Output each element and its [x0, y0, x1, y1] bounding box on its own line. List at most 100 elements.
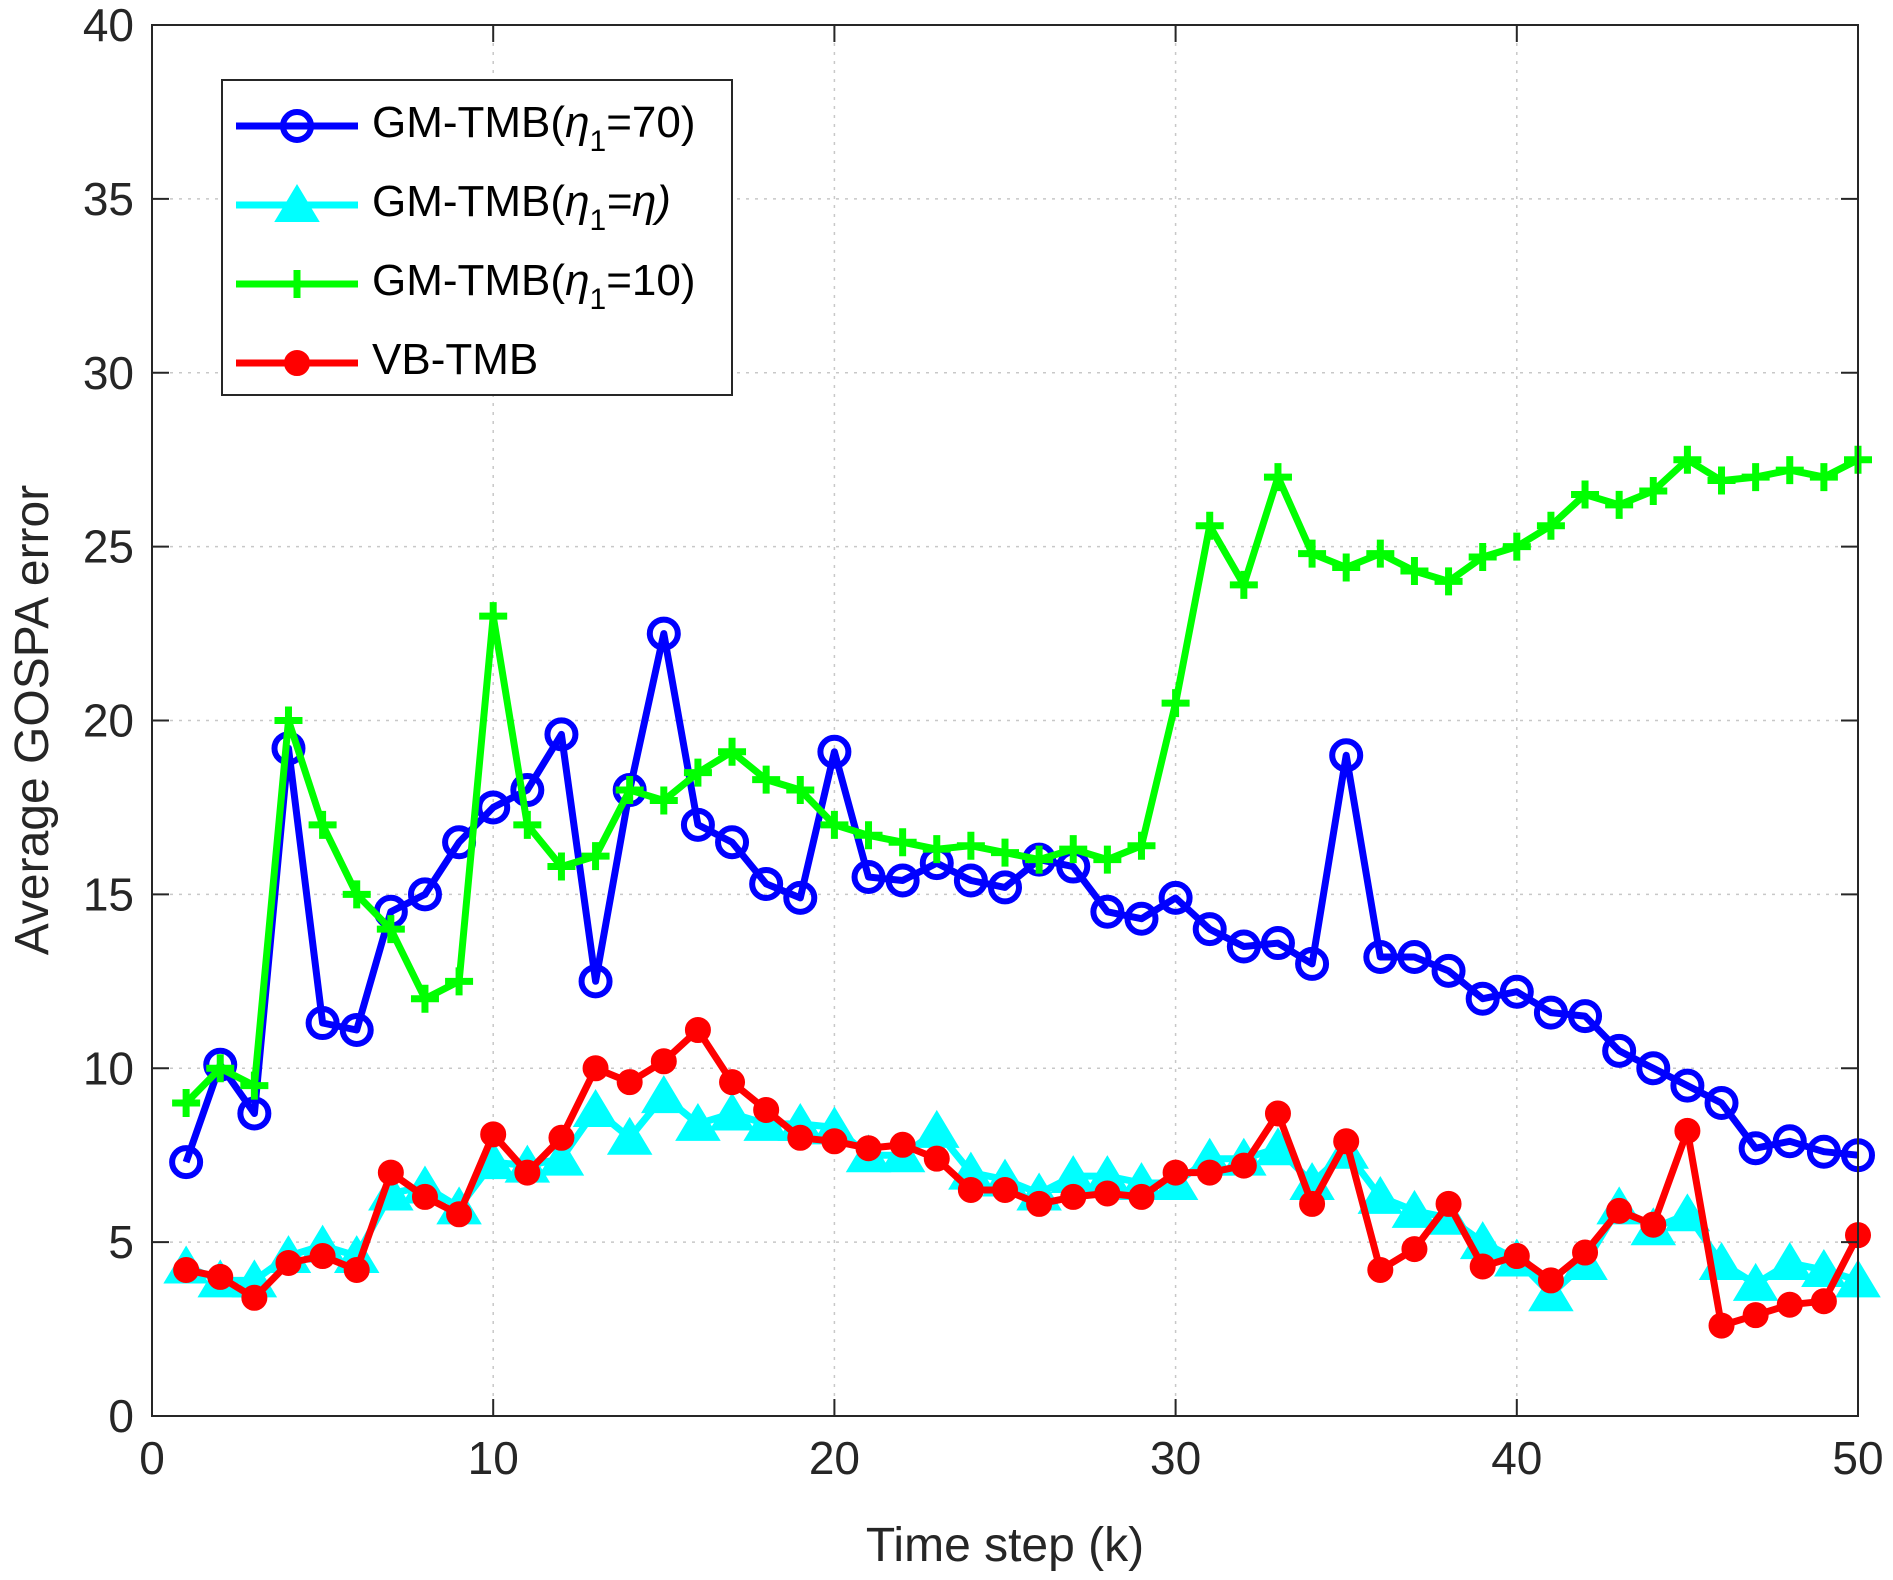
data-point — [1772, 1124, 1807, 1159]
data-point — [480, 1121, 507, 1148]
data-point — [1809, 463, 1838, 492]
tick-labels: 0 10 20 30 40 50 0 5 10 15 20 25 30 35 40 — [83, 0, 1884, 1484]
data-point — [1434, 567, 1463, 596]
data-point — [1295, 946, 1330, 981]
x-tick-label: 50 — [1832, 1432, 1883, 1484]
data-point — [1704, 1086, 1739, 1121]
data-point — [343, 1256, 370, 1283]
data-point — [1397, 939, 1432, 974]
data-point — [1602, 1033, 1637, 1068]
data-point — [923, 1145, 950, 1172]
data-point — [309, 1243, 336, 1270]
data-point — [1499, 974, 1534, 1009]
data-point — [1366, 539, 1395, 568]
data-point — [1537, 1267, 1564, 1294]
data-point — [1636, 1051, 1671, 1086]
data-point — [1192, 912, 1227, 947]
data-point — [680, 807, 715, 842]
legend-marker-sample — [280, 109, 314, 143]
data-point — [1502, 532, 1531, 561]
data-point — [305, 1006, 340, 1041]
data-point — [548, 1124, 575, 1151]
data-point — [650, 1048, 677, 1075]
data-point — [1640, 1211, 1667, 1238]
data-point — [641, 1075, 687, 1114]
data-point — [709, 1092, 755, 1131]
data-point — [1226, 929, 1261, 964]
x-axis-label: Time step (k) — [866, 1519, 1144, 1572]
data-point — [547, 852, 576, 881]
data-point — [683, 758, 712, 787]
y-tick-label: 25 — [83, 521, 134, 573]
data-point — [169, 1145, 204, 1180]
legend-samples — [236, 109, 358, 376]
data-point — [957, 1176, 984, 1203]
data-point — [1298, 539, 1327, 568]
data-point — [207, 1263, 234, 1290]
data-point — [1329, 738, 1364, 773]
series-3 — [172, 445, 1872, 1118]
data-point — [1162, 1159, 1189, 1186]
data-point — [749, 866, 784, 901]
data-point — [1810, 1288, 1837, 1315]
data-point — [1431, 953, 1466, 988]
data-point — [821, 1128, 848, 1155]
data-point — [753, 1096, 780, 1123]
series-layer — [163, 445, 1881, 1339]
legend-entry-3: GM-TMB(η1=10) — [372, 256, 695, 316]
data-point — [820, 810, 849, 839]
legend-entry-4: VB-TMB — [372, 335, 538, 384]
data-point — [240, 1071, 269, 1100]
data-point — [1195, 511, 1224, 540]
data-point — [1229, 570, 1258, 599]
data-point — [1707, 466, 1736, 495]
data-point — [855, 1135, 882, 1162]
data-point — [956, 831, 985, 860]
data-point — [407, 877, 442, 912]
data-point — [615, 776, 644, 805]
y-tick-label: 30 — [83, 347, 134, 399]
legend-marker-sample — [283, 270, 311, 298]
data-point — [1401, 1236, 1428, 1263]
data-point — [1766, 1242, 1813, 1280]
data-point — [1060, 1183, 1087, 1210]
data-point — [1533, 995, 1568, 1030]
data-point — [1299, 1190, 1326, 1217]
data-point — [817, 734, 852, 769]
data-point — [1465, 981, 1500, 1016]
data-point — [1738, 1131, 1773, 1166]
data-point — [1391, 1189, 1438, 1228]
data-point — [718, 737, 747, 766]
data-point — [1059, 835, 1088, 864]
data-point — [514, 1159, 541, 1186]
data-point — [1568, 999, 1603, 1034]
data-point — [684, 1016, 711, 1043]
data-point — [1469, 1253, 1496, 1280]
y-tick-label: 10 — [83, 1042, 134, 1094]
data-point — [173, 1256, 200, 1283]
data-point — [206, 1054, 235, 1083]
data-point — [1094, 1180, 1121, 1207]
data-point — [715, 825, 750, 860]
legend-marker-sample — [284, 350, 310, 376]
x-tick-label: 30 — [1150, 1432, 1201, 1484]
y-tick-label: 15 — [83, 868, 134, 920]
data-point — [1571, 480, 1600, 509]
x-tick-label: 20 — [809, 1432, 860, 1484]
data-point — [544, 717, 579, 752]
data-point — [376, 915, 405, 944]
data-point — [1264, 1100, 1291, 1127]
data-point — [1093, 845, 1122, 874]
y-tick-label: 20 — [83, 695, 134, 747]
legend-entry-2: GM-TMB(η1=η) — [372, 177, 671, 237]
data-point — [1435, 1190, 1462, 1217]
data-point — [479, 602, 508, 631]
series-line — [182, 630, 1859, 1164]
data-point — [889, 1131, 916, 1158]
data-point — [922, 835, 951, 864]
data-point — [476, 790, 511, 825]
data-point — [752, 765, 781, 794]
data-point — [649, 786, 678, 815]
data-point — [953, 863, 988, 898]
